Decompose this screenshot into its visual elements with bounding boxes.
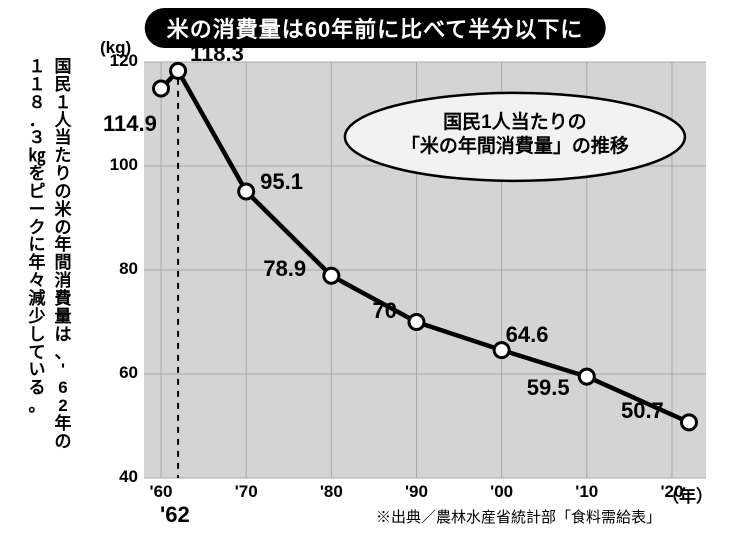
x-tick-label: '00	[490, 482, 513, 502]
x-tick-label: '10	[575, 482, 598, 502]
data-point-label: 50.7	[621, 398, 664, 424]
data-point-label: 114.9	[103, 111, 157, 137]
side-caption-col-2: 国民１人当たりの米の年間消費量は、'62年の	[52, 58, 74, 451]
y-tick-label: 100	[96, 155, 138, 175]
peak-year-label: '62	[160, 502, 190, 528]
data-point-label: 78.9	[263, 256, 306, 282]
callout-line-1: 国民1人当たりの	[345, 111, 685, 135]
y-tick-label: 60	[96, 363, 138, 383]
y-tick-label: 40	[96, 467, 138, 487]
data-point-label: 64.6	[506, 322, 549, 348]
y-tick-label: 80	[96, 259, 138, 279]
side-caption-col-1: １１８．３㎏をピークに年々減少している。	[26, 58, 48, 415]
data-point-label: 118.3	[190, 41, 244, 67]
x-tick-label: '20	[660, 482, 683, 502]
x-tick-label: '80	[320, 482, 343, 502]
source-note: ※出典／農林水産省統計部「食料需給表」	[376, 506, 661, 527]
x-tick-label: '70	[235, 482, 258, 502]
x-tick-label: '60	[150, 482, 173, 502]
data-point-label: 59.5	[527, 375, 570, 401]
data-point-label: 70	[372, 298, 396, 324]
y-tick-label: 120	[96, 51, 138, 71]
chart-callout: 国民1人当たりの 「米の年間消費量」の推移	[345, 111, 685, 159]
data-point-label: 95.1	[260, 169, 303, 195]
x-tick-label: '90	[405, 482, 428, 502]
callout-line-2: 「米の年間消費量」の推移	[345, 135, 685, 159]
